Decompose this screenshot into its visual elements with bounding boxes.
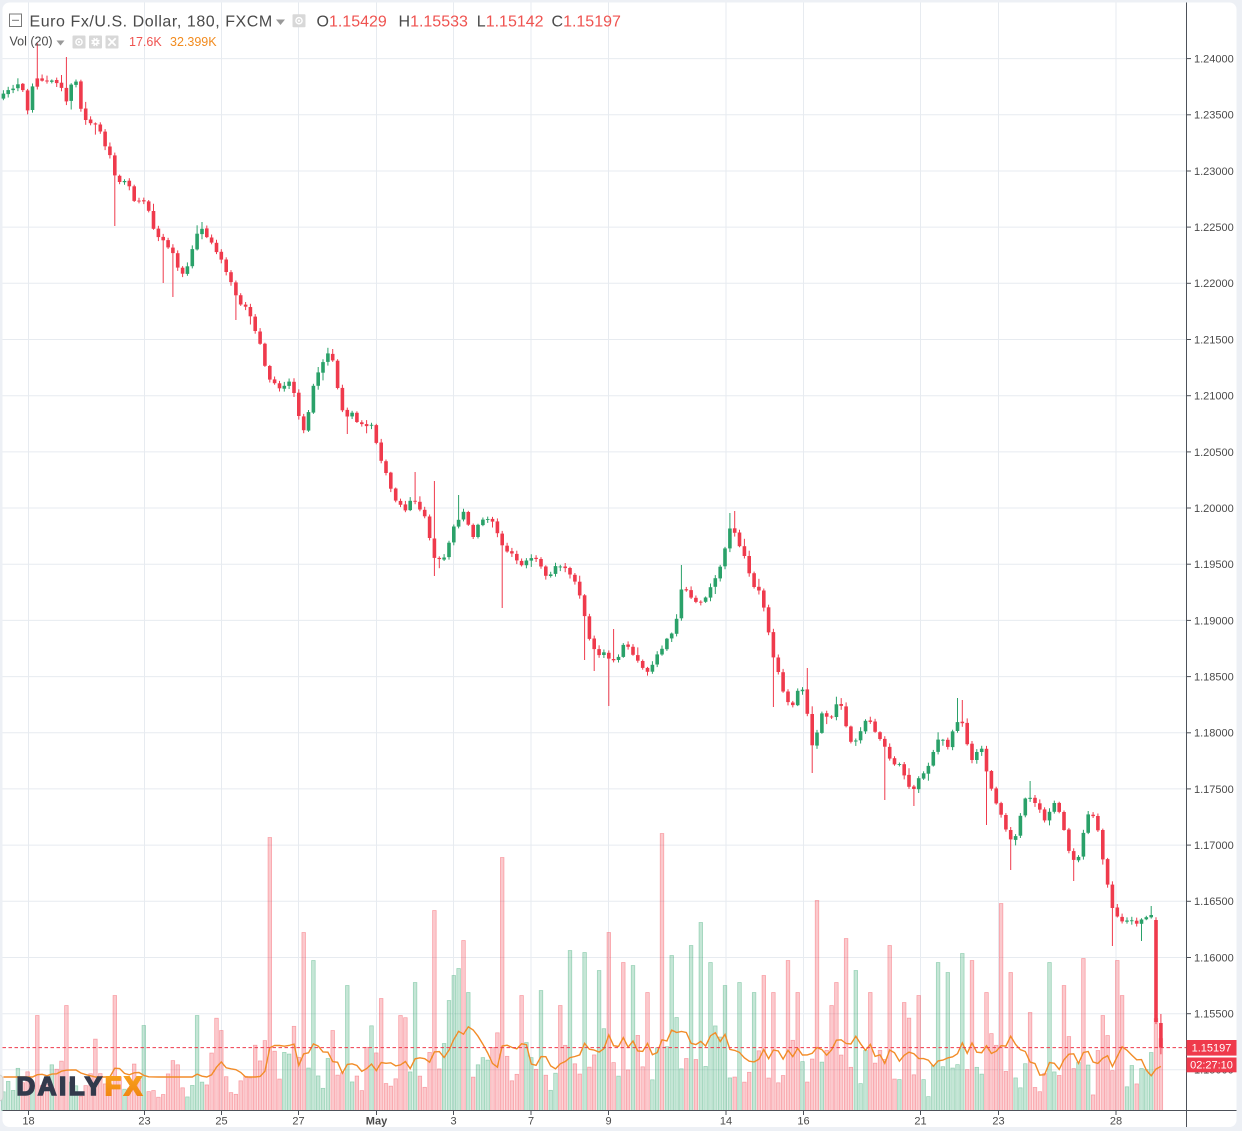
svg-text:23: 23 bbox=[992, 1116, 1004, 1128]
svg-text:23: 23 bbox=[138, 1116, 150, 1128]
svg-text:14: 14 bbox=[720, 1116, 732, 1128]
svg-text:L1.15142: L1.15142 bbox=[477, 13, 544, 30]
svg-text:32.399K: 32.399K bbox=[170, 35, 217, 49]
svg-text:1.19500: 1.19500 bbox=[1194, 559, 1234, 571]
svg-text:1.18000: 1.18000 bbox=[1194, 728, 1234, 740]
svg-text:1.21500: 1.21500 bbox=[1194, 334, 1234, 346]
svg-text:17.6K: 17.6K bbox=[129, 35, 162, 49]
svg-text:1.20000: 1.20000 bbox=[1194, 503, 1234, 515]
svg-text:1.23500: 1.23500 bbox=[1194, 110, 1234, 122]
svg-text:1.17500: 1.17500 bbox=[1194, 784, 1234, 796]
svg-text:9: 9 bbox=[605, 1116, 611, 1128]
svg-text:18: 18 bbox=[22, 1116, 34, 1128]
svg-text:21: 21 bbox=[914, 1116, 926, 1128]
svg-text:27: 27 bbox=[292, 1116, 304, 1128]
svg-text:16: 16 bbox=[797, 1116, 809, 1128]
svg-text:7: 7 bbox=[528, 1116, 534, 1128]
svg-text:1.24000: 1.24000 bbox=[1194, 54, 1234, 66]
svg-text:May: May bbox=[366, 1116, 388, 1128]
svg-text:1.22500: 1.22500 bbox=[1194, 222, 1234, 234]
svg-text:1.15500: 1.15500 bbox=[1194, 1009, 1234, 1021]
svg-text:28: 28 bbox=[1110, 1116, 1122, 1128]
svg-text:02:27:10: 02:27:10 bbox=[1190, 1060, 1233, 1072]
svg-text:H1.15533: H1.15533 bbox=[399, 13, 469, 30]
svg-text:1.21000: 1.21000 bbox=[1194, 391, 1234, 403]
svg-text:DAILY: DAILY bbox=[17, 1071, 105, 1101]
svg-text:1.16500: 1.16500 bbox=[1194, 896, 1234, 908]
svg-text:C1.15197: C1.15197 bbox=[552, 13, 622, 30]
svg-text:1.18500: 1.18500 bbox=[1194, 672, 1234, 684]
svg-text:1.20500: 1.20500 bbox=[1194, 447, 1234, 459]
svg-text:1.15197: 1.15197 bbox=[1192, 1043, 1232, 1055]
svg-text:1.22000: 1.22000 bbox=[1194, 278, 1234, 290]
svg-text:3: 3 bbox=[450, 1116, 456, 1128]
svg-text:Vol (20): Vol (20) bbox=[10, 35, 53, 49]
svg-text:1.17000: 1.17000 bbox=[1194, 840, 1234, 852]
svg-text:O1.15429: O1.15429 bbox=[317, 13, 387, 30]
svg-text:1.16000: 1.16000 bbox=[1194, 952, 1234, 964]
svg-text:FX: FX bbox=[105, 1071, 145, 1101]
svg-text:Euro Fx/U.S. Dollar, 180, FXCM: Euro Fx/U.S. Dollar, 180, FXCM bbox=[30, 13, 273, 30]
svg-text:1.19000: 1.19000 bbox=[1194, 615, 1234, 627]
svg-text:25: 25 bbox=[215, 1116, 227, 1128]
svg-text:1.23000: 1.23000 bbox=[1194, 166, 1234, 178]
